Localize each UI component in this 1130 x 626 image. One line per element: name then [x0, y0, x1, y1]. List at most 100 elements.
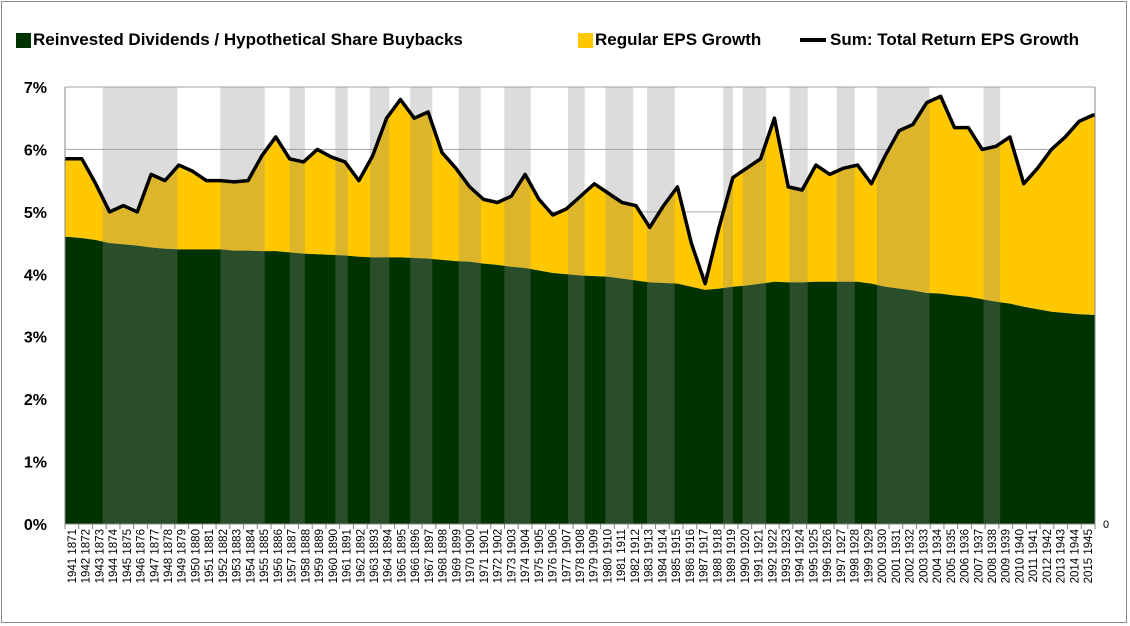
x-tick-label: 1951 1881: [204, 529, 216, 583]
x-tick-label: 1995 1925: [808, 529, 820, 583]
x-tick-label: 2007 1937: [973, 529, 985, 583]
legend-label-dividends: Reinvested Dividends / Hypothetical Shar…: [33, 30, 463, 49]
x-tick-label: 1994 1924: [795, 528, 807, 583]
x-tick-label: 2000 1930: [877, 529, 889, 583]
dividends-area: [65, 236, 1095, 525]
x-tick-label: 1956 1886: [273, 529, 285, 583]
x-tick-label: 1974 1904: [520, 528, 532, 583]
x-tick-label: 1970 1900: [465, 529, 477, 583]
x-tick-label: 1996 1926: [822, 529, 834, 583]
shaded-band: [504, 87, 531, 524]
legend: Reinvested Dividends / Hypothetical Shar…: [0, 30, 1130, 56]
shaded-band: [723, 87, 733, 524]
dividends-swatch: [16, 32, 31, 48]
x-tick-label: 1968 1898: [438, 529, 450, 583]
x-tick-label: 1949 1879: [177, 529, 189, 583]
legend-item-dividends: Reinvested Dividends / Hypothetical Shar…: [16, 30, 463, 50]
legend-label-total: Sum: Total Return EPS Growth: [830, 30, 1080, 49]
x-tick-label: 2004 1934: [932, 528, 944, 583]
x-tick-label: 1979 1909: [589, 529, 601, 583]
x-tick-label: 2010 1940: [1014, 529, 1026, 583]
x-tick-label: 1959 1889: [314, 529, 326, 583]
x-tick-label: 1990 1920: [740, 529, 752, 583]
legend-item-eps: Regular EPS Growth: [578, 30, 761, 50]
x-tick-label: 1950 1880: [190, 529, 202, 583]
x-tick-label: 1969 1899: [451, 529, 463, 583]
x-tick-label: 1947 1877: [149, 529, 161, 583]
x-tick-label: 1997 1927: [836, 529, 848, 583]
x-tick-label: 1973 1903: [506, 529, 518, 583]
x-tick-label: 1961 1891: [342, 529, 354, 583]
x-tick-label: 2012 1942: [1042, 529, 1054, 583]
x-tick-label: 1953 1883: [232, 529, 244, 583]
x-tick-label: 1952 1882: [218, 529, 230, 583]
y-tick-label: 0%: [24, 517, 47, 534]
x-tick-label: 2015 1945: [1083, 529, 1095, 583]
x-tick-label: 2013 1943: [1056, 529, 1068, 583]
x-tick-label: 1991 1921: [754, 529, 766, 583]
shaded-band: [789, 87, 808, 524]
legend-item-total: Sum: Total Return EPS Growth: [800, 30, 1079, 50]
shaded-band: [568, 87, 585, 524]
shaded-band: [220, 87, 265, 524]
x-tick-label: 1983 1913: [644, 529, 656, 583]
y-tick-label: 6%: [24, 142, 47, 159]
x-tick-label: 1943 1873: [94, 529, 106, 583]
x-tick-label: 1976 1906: [548, 529, 560, 583]
x-tick-label: 1985 1915: [671, 529, 683, 583]
x-tick-label: 2005 1935: [946, 529, 958, 583]
x-tick-label: 1955 1885: [259, 529, 271, 583]
x-tick-label: 1988 1918: [712, 529, 724, 583]
y-tick-label: 1%: [24, 455, 47, 472]
shaded-band: [410, 87, 433, 524]
x-tick-label: 1960 1890: [328, 529, 340, 583]
shaded-band: [102, 87, 178, 524]
y-tick-label: 5%: [24, 205, 47, 222]
shaded-band: [836, 87, 855, 524]
x-tick-label: 2008 1938: [987, 529, 999, 583]
x-tick-label: 1944 1874: [108, 528, 120, 583]
shaded-band: [983, 87, 1001, 524]
x-tick-label: 2014 1944: [1069, 528, 1081, 583]
x-tick-label: 1975 1905: [534, 529, 546, 583]
x-tick-label: 1982 1912: [630, 529, 642, 583]
eps-growth-area: [65, 96, 1095, 315]
x-tick-label: 1998 1928: [850, 529, 862, 583]
shaded-band: [458, 87, 481, 524]
x-tick-label: 1963 1893: [369, 529, 381, 583]
x-tick-label: 1977 1907: [561, 529, 573, 583]
legend-label-eps: Regular EPS Growth: [595, 30, 762, 49]
secondary-axis-label: 0: [1103, 519, 1109, 531]
x-tick-label: 1972 1902: [493, 529, 505, 583]
y-tick-label: 2%: [24, 392, 47, 409]
x-tick-label: 1942 1872: [81, 529, 93, 583]
x-tick-label: 1984 1914: [657, 528, 669, 583]
x-tick-label: 1980 1910: [602, 529, 614, 583]
x-tick-label: 1957 1887: [287, 529, 299, 583]
x-tick-label: 1978 1908: [575, 529, 587, 583]
x-tick-label: 1986 1916: [685, 529, 697, 583]
x-tick-label: 1971 1901: [479, 529, 491, 583]
x-tick-label: 2011 1941: [1028, 529, 1040, 583]
x-tick-label: 1999 1929: [863, 529, 875, 583]
x-tick-label: 2003 1933: [918, 529, 930, 583]
x-tick-label: 2006 1936: [960, 529, 972, 583]
shaded-band: [646, 87, 675, 524]
x-tick-label: 1966 1896: [410, 529, 422, 583]
shaded-band: [289, 87, 305, 524]
shaded-band: [605, 87, 634, 524]
x-tick-label: 1962 1892: [355, 529, 367, 583]
x-tick-label: 1967 1897: [424, 529, 436, 583]
total-line-swatch: [800, 38, 826, 42]
x-tick-label: 2001 1931: [891, 529, 903, 583]
x-tick-label: 1946 1876: [136, 529, 148, 583]
y-tick-label: 3%: [24, 330, 47, 347]
x-tick-label: 1945 1875: [122, 529, 134, 583]
x-tick-label: 1964 1894: [383, 528, 395, 583]
x-tick-label: 1948 1878: [163, 529, 175, 583]
x-tick-label: 1941 1871: [67, 529, 79, 583]
x-tick-label: 1992 1922: [767, 529, 779, 583]
shaded-band: [335, 87, 348, 524]
eps-swatch: [578, 32, 593, 48]
